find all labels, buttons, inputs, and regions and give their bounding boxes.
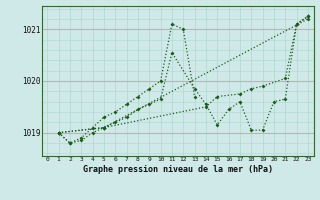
X-axis label: Graphe pression niveau de la mer (hPa): Graphe pression niveau de la mer (hPa) [83,165,273,174]
